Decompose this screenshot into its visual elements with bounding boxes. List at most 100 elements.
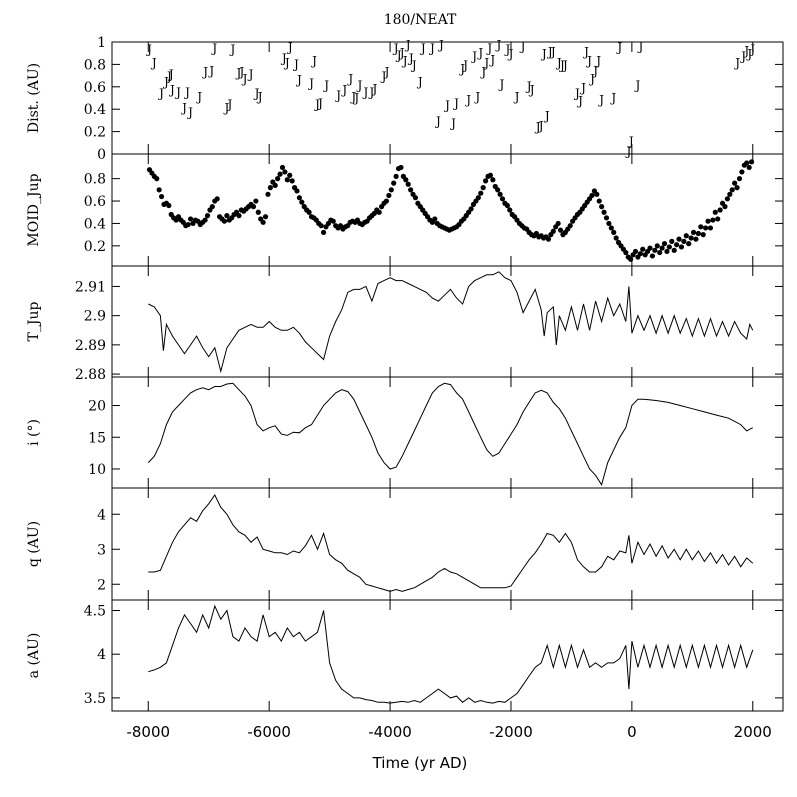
x-axis-label: Time (yr AD) bbox=[372, 754, 468, 772]
data-point bbox=[214, 196, 220, 202]
data-point bbox=[287, 172, 293, 178]
data-point: J bbox=[228, 43, 235, 57]
data-point bbox=[253, 198, 259, 204]
data-point: J bbox=[745, 47, 752, 61]
data-point bbox=[715, 216, 721, 222]
data-point: J bbox=[449, 117, 456, 131]
data-point bbox=[495, 187, 501, 193]
y-tick-label: 0.4 bbox=[84, 102, 106, 118]
data-point: J bbox=[401, 54, 408, 68]
data-point bbox=[707, 225, 714, 231]
data-point bbox=[412, 195, 419, 201]
data-point bbox=[683, 233, 689, 239]
data-point: J bbox=[165, 70, 172, 84]
data-point: J bbox=[594, 54, 601, 68]
data-point: J bbox=[434, 114, 441, 128]
data-point: J bbox=[167, 67, 174, 81]
data-point: J bbox=[183, 85, 190, 99]
data-point bbox=[613, 235, 619, 241]
data-point bbox=[603, 215, 610, 221]
data-point bbox=[277, 171, 283, 177]
y-axis-label: T_Jup bbox=[26, 302, 42, 342]
panel-moid: 0.2 0.4 0.6 0.8 MOID_Jup bbox=[26, 153, 784, 267]
data-point: J bbox=[340, 83, 347, 97]
data-point bbox=[647, 245, 653, 251]
x-tick-label: -8000 bbox=[126, 723, 170, 741]
y-tick-label: 2.88 bbox=[75, 367, 106, 383]
data-point bbox=[284, 177, 290, 183]
data-point bbox=[671, 247, 677, 253]
data-point: J bbox=[519, 39, 526, 53]
data-point: J bbox=[162, 75, 169, 89]
data-point bbox=[661, 241, 668, 247]
data-point bbox=[729, 187, 735, 193]
data-point: J bbox=[470, 49, 477, 63]
data-point bbox=[209, 204, 215, 210]
y-tick-label: 3.5 bbox=[84, 691, 106, 707]
y-tick-label: 4.5 bbox=[84, 603, 106, 619]
data-point bbox=[690, 229, 697, 235]
data-point bbox=[659, 245, 665, 251]
data-point: J bbox=[207, 64, 214, 78]
data-point: J bbox=[473, 90, 480, 104]
data-point bbox=[487, 172, 494, 178]
data-point bbox=[652, 247, 658, 253]
data-point: J bbox=[168, 83, 175, 97]
data-point: J bbox=[543, 109, 550, 123]
data-point: J bbox=[615, 40, 622, 54]
data-point: J bbox=[419, 42, 426, 56]
y-axis-label: a (AU) bbox=[26, 633, 42, 679]
data-point: J bbox=[201, 65, 208, 79]
data-point: J bbox=[573, 86, 580, 100]
data-point bbox=[482, 178, 489, 184]
series-line-tjup bbox=[148, 271, 754, 374]
x-tick-label: -6000 bbox=[247, 723, 291, 741]
data-point: J bbox=[624, 145, 631, 159]
data-point: J bbox=[383, 65, 390, 79]
data-point: J bbox=[368, 85, 375, 99]
y-tick-label: 10 bbox=[88, 462, 106, 478]
chart-title: 180/NEAT bbox=[384, 12, 457, 28]
data-point bbox=[611, 229, 617, 235]
data-point: J bbox=[733, 56, 740, 70]
data-point: J bbox=[585, 54, 592, 68]
data-point: J bbox=[428, 42, 435, 56]
y-tick-label: 0.8 bbox=[84, 57, 106, 73]
data-point bbox=[185, 221, 191, 228]
data-point: J bbox=[361, 85, 368, 99]
data-point: J bbox=[627, 135, 634, 149]
data-point: J bbox=[482, 56, 489, 70]
data-point: J bbox=[513, 90, 520, 104]
data-point: J bbox=[555, 56, 562, 70]
data-point: J bbox=[458, 62, 465, 76]
data-point: J bbox=[352, 91, 359, 105]
y-tick-label: 0.2 bbox=[84, 239, 106, 255]
y-axis-label: MOID_Jup bbox=[26, 173, 42, 246]
data-point bbox=[154, 176, 160, 182]
data-point: J bbox=[253, 86, 260, 100]
data-point bbox=[187, 216, 194, 222]
data-point bbox=[478, 190, 484, 196]
data-point: J bbox=[537, 119, 544, 133]
data-point bbox=[712, 209, 718, 215]
data-point bbox=[678, 244, 685, 250]
data-point: J bbox=[476, 46, 483, 60]
data-point: J bbox=[174, 85, 181, 99]
data-point bbox=[623, 249, 629, 256]
data-point bbox=[260, 219, 266, 225]
data-point: J bbox=[398, 46, 405, 60]
data-point: J bbox=[404, 38, 411, 52]
data-point: J bbox=[150, 56, 157, 70]
data-point bbox=[499, 196, 506, 202]
data-point bbox=[236, 213, 242, 219]
data-point bbox=[475, 195, 481, 201]
data-point: J bbox=[410, 58, 417, 72]
data-point bbox=[724, 196, 730, 202]
data-point bbox=[550, 228, 556, 234]
data-point bbox=[507, 207, 513, 213]
data-point: J bbox=[241, 72, 248, 86]
data-point bbox=[158, 193, 165, 200]
data-point bbox=[654, 243, 660, 249]
data-point: J bbox=[528, 83, 535, 97]
